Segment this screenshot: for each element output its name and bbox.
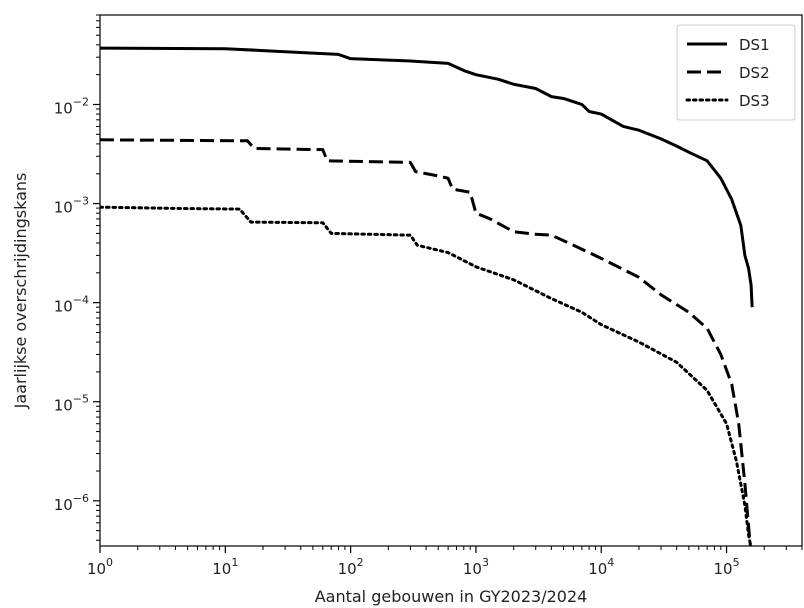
x-tick-label: 100: [87, 556, 113, 578]
legend: DS1 DS2 DS3: [676, 24, 796, 121]
ticks-layer: 100 101 102 103 104 105 10−6 10−5 10−4 10−3 10−2: [54, 14, 803, 578]
series-line-ds2: [100, 138, 752, 546]
y-tick-label: 10−3: [54, 195, 89, 217]
y-tick-label: 10−2: [54, 95, 89, 117]
x-axis-label: Aantal gebouwen in GY2023/2024: [315, 587, 588, 606]
x-tick-label: 105: [714, 556, 740, 578]
series-line-ds1: [100, 46, 754, 308]
series-layer: [100, 46, 754, 546]
x-tick-label: 103: [463, 556, 489, 578]
x-tick-label: 104: [588, 556, 614, 578]
x-tick-label: 102: [338, 556, 364, 578]
legend-box: [676, 24, 796, 121]
y-tick-label: 10−6: [54, 492, 89, 514]
legend-label-ds3: DS3: [739, 92, 770, 110]
y-tick-label: 10−5: [54, 393, 89, 415]
legend-label-ds1: DS1: [739, 36, 770, 54]
legend-label-ds2: DS2: [739, 64, 770, 82]
x-tick-label: 101: [212, 556, 238, 578]
y-axis-label: Jaarlijkse overschrijdingskans: [11, 173, 30, 410]
series-line-ds3: [100, 205, 753, 546]
y-tick-label: 10−4: [54, 294, 89, 316]
plot-frame: [99, 14, 803, 547]
